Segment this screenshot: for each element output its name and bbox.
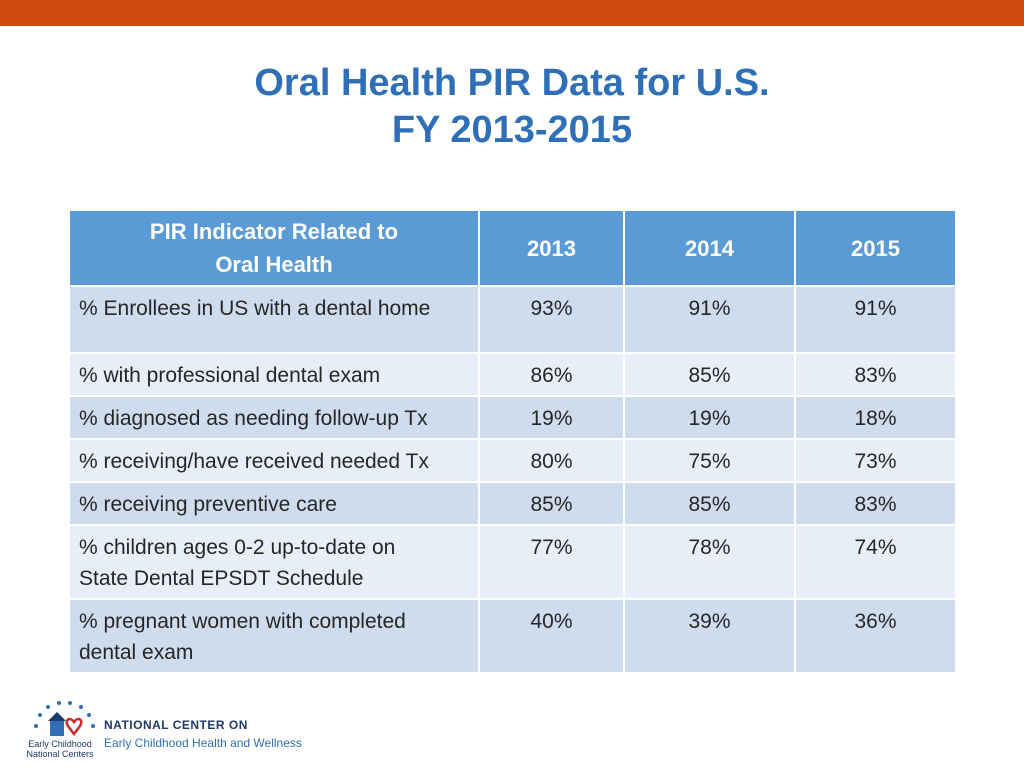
cell-2013: 77% [478,524,625,600]
cell-2015: 36% [794,598,957,674]
cell-2014: 75% [623,438,796,483]
cell-2014: 85% [623,352,796,397]
logo-small-text: Early Childhood National Centers [26,739,94,759]
cell-2015: 18% [794,395,957,440]
top-accent-bar [0,0,1024,26]
logo-line-1: NATIONAL CENTER ON [104,718,248,732]
row-label: % receiving/have received needed Tx [68,438,480,483]
house-roof-icon [48,712,66,721]
cell-2013: 86% [478,352,625,397]
row-label: % diagnosed as needing follow-up Tx [68,395,480,440]
logo-text: NATIONAL CENTER ON Early Childhood Healt… [104,718,302,750]
logo-line-2: Early Childhood Health and Wellness [104,736,302,750]
early-childhood-logo-icon [34,701,95,737]
cell-2013: 93% [478,285,625,354]
title-line-1: Oral Health PIR Data for U.S. [254,62,770,104]
cell-2013: 85% [478,481,625,526]
table-row: % diagnosed as needing follow-up Tx 19% … [68,395,957,440]
title-line-2: FY 2013-2015 [391,109,633,151]
cell-2014: 19% [623,395,796,440]
cell-2013: 80% [478,438,625,483]
row-label: % children ages 0-2 up-to-date on State … [68,524,480,600]
cell-2015: 73% [794,438,957,483]
table-row: % receiving/have received needed Tx 80% … [68,438,957,483]
row-label-line2: dental exam [79,641,194,664]
header-indicator: PIR Indicator Related to Oral Health [68,209,480,287]
cell-2014: 91% [623,285,796,354]
house-icon [50,720,64,736]
cell-2015: 83% [794,481,957,526]
row-label-line1: % pregnant women with completed [79,610,406,633]
cell-2014: 39% [623,598,796,674]
cell-2014: 85% [623,481,796,526]
table-row: % receiving preventive care 85% 85% 83% [68,481,957,526]
table-row: % pregnant women with completed dental e… [68,598,957,674]
table-row: % Enrollees in US with a dental home 93%… [68,285,957,354]
cell-2015: 91% [794,285,957,354]
row-label: % pregnant women with completed dental e… [68,598,480,674]
header-2014: 2014 [623,209,796,287]
row-label: % with professional dental exam [68,352,480,397]
slide-title: Oral Health PIR Data for U.S. FY 2013-20… [0,60,1024,154]
pir-data-table: PIR Indicator Related to Oral Health 201… [68,209,957,674]
star-ring-icon [34,701,95,728]
table-row: % with professional dental exam 86% 85% … [68,352,957,397]
table-header-row: PIR Indicator Related to Oral Health 201… [68,209,957,287]
cell-2014: 78% [623,524,796,600]
row-label: % Enrollees in US with a dental home [68,285,480,354]
cell-2013: 19% [478,395,625,440]
cell-2013: 40% [478,598,625,674]
heart-icon [65,717,83,737]
logo-small-line2: National Centers [26,749,94,759]
header-indicator-line1: PIR Indicator Related to [149,219,399,244]
header-2013: 2013 [478,209,625,287]
cell-2015: 83% [794,352,957,397]
header-indicator-line2: Oral Health [215,252,333,277]
row-label-line2: State Dental EPSDT Schedule [79,567,364,590]
row-label-line1: % children ages 0-2 up-to-date on [79,536,396,559]
row-label: % receiving preventive care [68,481,480,526]
table-row: % children ages 0-2 up-to-date on State … [68,524,957,600]
header-2015: 2015 [794,209,957,287]
cell-2015: 74% [794,524,957,600]
logo-small-line1: Early Childhood [28,739,92,749]
